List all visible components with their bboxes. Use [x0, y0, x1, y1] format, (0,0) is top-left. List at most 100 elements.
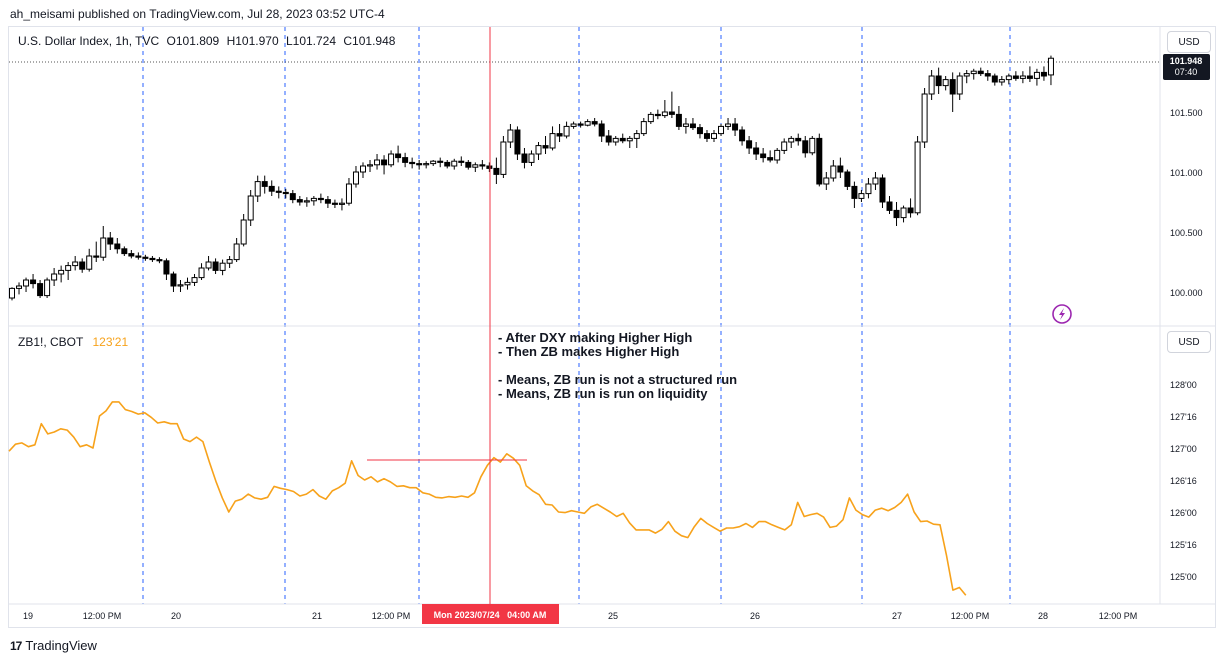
- candle: [261, 175, 268, 194]
- candle-body: [331, 202, 338, 205]
- candle-body: [682, 123, 689, 127]
- candle: [395, 145, 402, 163]
- candle: [696, 124, 703, 139]
- candle-body: [9, 287, 15, 299]
- candle: [44, 277, 51, 298]
- candle-body: [184, 281, 191, 286]
- candle: [275, 186, 282, 199]
- candle-body: [675, 113, 682, 127]
- candle-body: [395, 153, 402, 159]
- dxy-price-tick: 101.000: [1170, 168, 1203, 178]
- candle-body: [760, 153, 767, 159]
- candle: [458, 156, 465, 166]
- candle: [963, 70, 970, 84]
- candle: [626, 136, 633, 148]
- candle-body: [970, 70, 977, 75]
- candle: [1012, 71, 1019, 81]
- candle-body: [451, 160, 458, 167]
- candle-body: [528, 153, 535, 163]
- dxy-price-scale: 101.500 101.000 100.500 100.000: [1170, 108, 1203, 298]
- dxy-currency-button[interactable]: USD: [1167, 31, 1211, 53]
- candle-body: [282, 191, 289, 195]
- candle: [886, 196, 893, 214]
- candle: [303, 197, 310, 207]
- candle-body: [416, 163, 423, 166]
- candle-body: [191, 277, 198, 283]
- candle-body: [289, 193, 296, 201]
- candle-body: [86, 255, 93, 270]
- candle-body: [240, 219, 247, 245]
- candle-body: [275, 190, 282, 193]
- annotation-text[interactable]: - After DXY making Higher High - Then ZB …: [498, 331, 737, 401]
- candle: [816, 133, 823, 187]
- candle: [732, 118, 739, 136]
- candle: [345, 178, 352, 206]
- annotation-line: - Means, ZB run is run on liquidity: [498, 386, 708, 401]
- candle-body: [317, 197, 324, 201]
- candle-body: [79, 261, 86, 270]
- candle: [746, 136, 753, 154]
- candle: [58, 265, 65, 283]
- candle-body: [65, 265, 72, 271]
- candle-body: [823, 177, 830, 185]
- candle: [739, 126, 746, 146]
- candle-body: [51, 273, 58, 281]
- candle-body: [1047, 57, 1054, 76]
- candle: [584, 119, 591, 127]
- candle-body: [942, 79, 949, 87]
- time-tick: 12:00 PM: [372, 611, 411, 621]
- candle: [725, 118, 732, 130]
- candle: [360, 162, 366, 178]
- time-tick: 25: [608, 611, 618, 621]
- candle-body: [128, 253, 135, 257]
- candle-body: [633, 133, 640, 139]
- candle-body: [500, 141, 507, 175]
- crosshair-time-label-bg: [422, 604, 559, 624]
- candle: [984, 70, 991, 81]
- candle: [233, 238, 240, 262]
- candle: [1026, 66, 1033, 82]
- candle-body: [935, 75, 942, 87]
- dxy-title: U.S. Dollar Index, 1h, TVC: [18, 34, 160, 48]
- annotation-line: - Then ZB makes Higher High: [498, 344, 680, 359]
- candle: [549, 126, 556, 151]
- candle-body: [570, 123, 577, 127]
- candle-body: [16, 285, 23, 289]
- candle: [935, 67, 942, 94]
- candle-body: [921, 93, 928, 143]
- zb-currency-button[interactable]: USD: [1167, 331, 1211, 353]
- candle: [507, 124, 514, 148]
- publish-info: ah_meisami published on TradingView.com,…: [10, 7, 385, 21]
- candle: [1040, 66, 1047, 81]
- candle: [324, 196, 331, 208]
- lightning-icon[interactable]: [1052, 304, 1072, 324]
- candle: [79, 258, 86, 273]
- candle: [809, 136, 816, 156]
- candle: [830, 160, 837, 182]
- candle-body: [963, 73, 970, 77]
- candle-body: [858, 193, 865, 199]
- candle: [914, 136, 921, 216]
- candle: [711, 130, 717, 142]
- candle-body: [795, 137, 802, 142]
- dxy-close: C101.948: [343, 34, 396, 48]
- candle: [184, 277, 191, 290]
- candle: [198, 263, 205, 280]
- candle-body: [802, 140, 809, 154]
- candle: [753, 142, 760, 160]
- candle-body: [991, 75, 998, 83]
- time-tick: 21: [312, 611, 322, 621]
- candle: [788, 136, 795, 148]
- zb-title: ZB1!, CBOT: [18, 335, 84, 349]
- last-price-label-bg: [1163, 54, 1210, 80]
- zb-price-tick: 126'00: [1170, 508, 1197, 518]
- candle: [1033, 68, 1040, 86]
- candle-body: [93, 255, 100, 258]
- candle: [858, 190, 865, 202]
- candle: [844, 169, 851, 190]
- candle: [191, 274, 198, 286]
- candle-body: [121, 248, 128, 255]
- dxy-high: H101.970: [226, 34, 279, 48]
- candle-body: [100, 237, 107, 258]
- candle: [493, 157, 500, 184]
